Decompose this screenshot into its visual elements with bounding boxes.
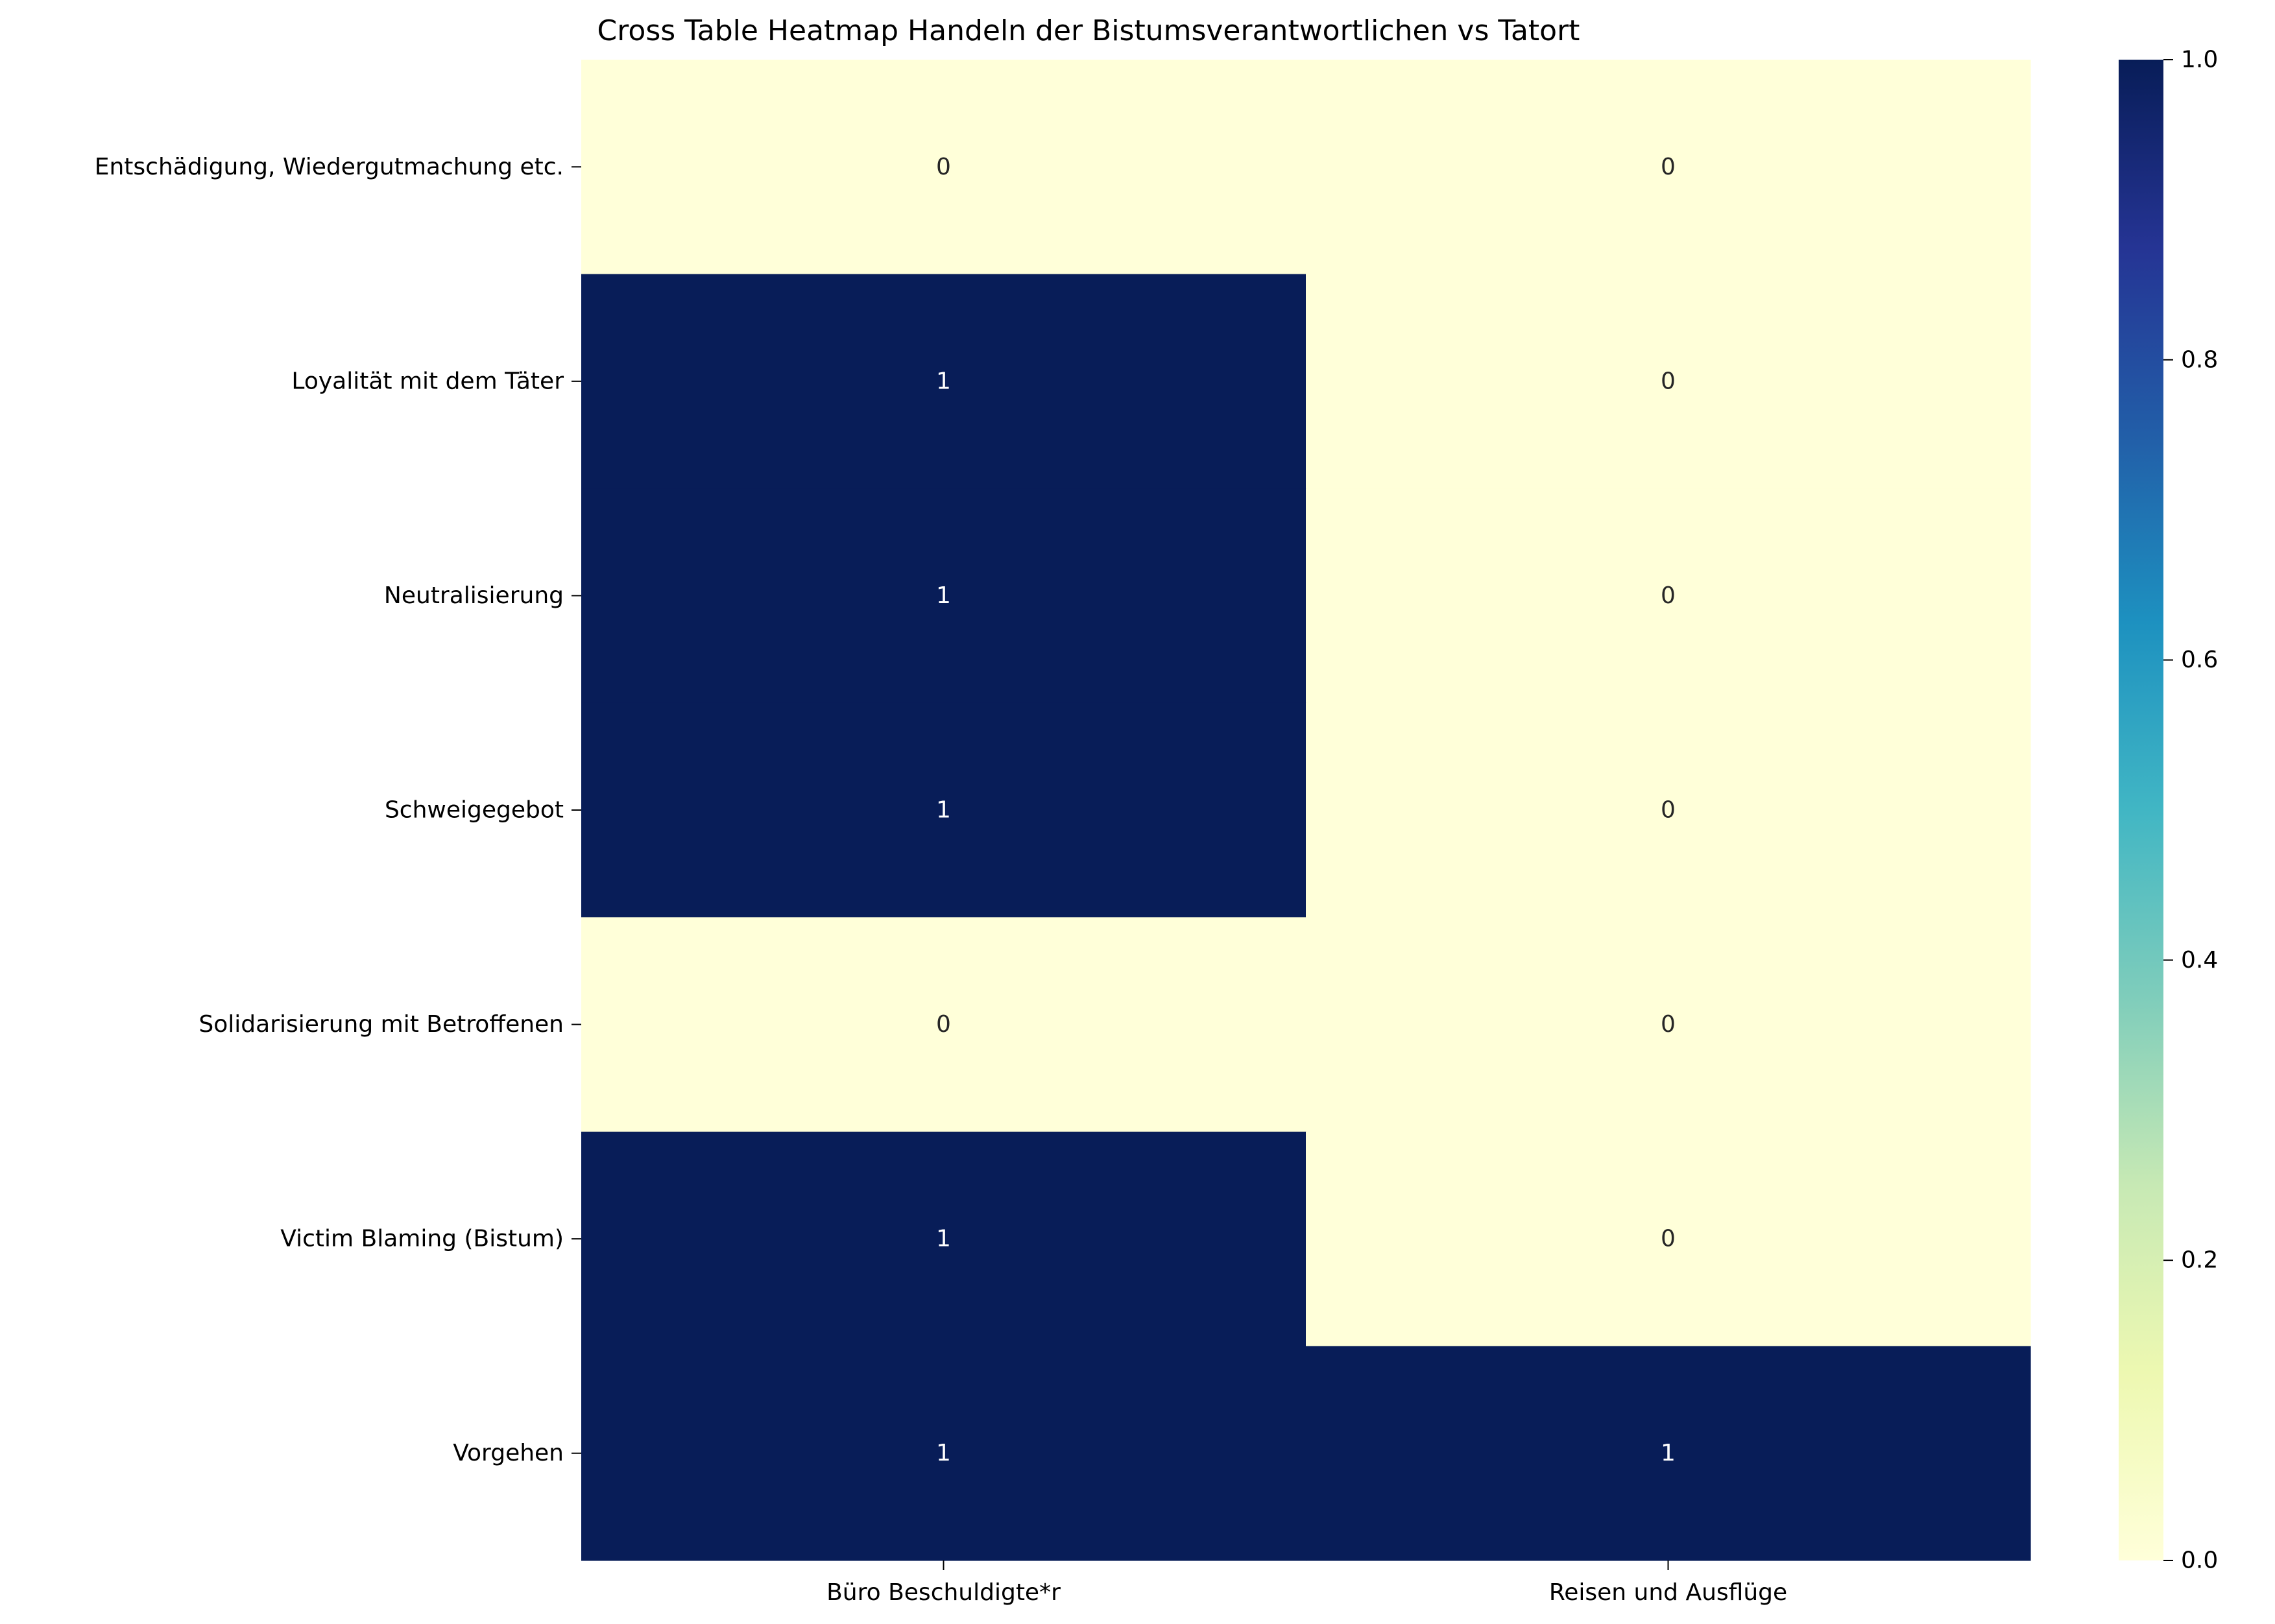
heatmap-cell bbox=[1306, 702, 2031, 918]
colorbar-tick-label: 1.0 bbox=[2181, 47, 2218, 73]
cell-value-label: 0 bbox=[1661, 582, 1676, 609]
heatmap-cell bbox=[1306, 1346, 2031, 1561]
heatmap-cell bbox=[1306, 488, 2031, 704]
y-tick-label: Vorgehen bbox=[453, 1440, 564, 1466]
cell-value-label: 0 bbox=[1661, 368, 1676, 394]
colorbar: 0.0 0.2 0.4 0.6 0.8 1.0 bbox=[2119, 47, 2218, 1574]
y-tick-label: Neutralisierung bbox=[384, 582, 564, 609]
cell-value-label: 1 bbox=[936, 582, 951, 609]
y-tick-label: Loyalität mit dem Täter bbox=[291, 368, 564, 394]
y-tick-label: Victim Blaming (Bistum) bbox=[280, 1226, 564, 1252]
x-axis: Büro Beschuldigte*r Reisen und Ausflüge bbox=[826, 1560, 1787, 1606]
cell-value-label: 0 bbox=[1661, 1011, 1676, 1038]
heatmap-cell bbox=[581, 1346, 1306, 1561]
y-tick-label: Schweigegebot bbox=[385, 797, 564, 824]
cell-value-label: 1 bbox=[1661, 1440, 1676, 1466]
cell-value-label: 0 bbox=[1661, 154, 1676, 180]
cell-value-label: 0 bbox=[1661, 797, 1676, 824]
heatmap-cell bbox=[581, 702, 1306, 918]
x-tick-label: Reisen und Ausflüge bbox=[1549, 1579, 1787, 1606]
heatmap-cell bbox=[1306, 274, 2031, 489]
colorbar-tick-label: 0.4 bbox=[2181, 947, 2218, 973]
cell-value-label: 0 bbox=[1661, 1226, 1676, 1252]
colorbar-tick-label: 0.8 bbox=[2181, 346, 2218, 373]
heatmap-cell bbox=[1306, 1131, 2031, 1347]
chart-title: Cross Table Heatmap Handeln der Bistumsv… bbox=[597, 14, 1580, 47]
y-axis: Entschädigung, Wiedergutmachung etc. Loya… bbox=[95, 154, 581, 1466]
colorbar-tick-label: 0.0 bbox=[2181, 1547, 2218, 1574]
cell-value-label: 1 bbox=[936, 1226, 951, 1252]
heatmap-cell bbox=[1306, 60, 2031, 275]
cell-value-label: 1 bbox=[936, 797, 951, 824]
cell-value-label: 0 bbox=[936, 1011, 951, 1038]
y-tick-label: Solidarisierung mit Betroffenen bbox=[199, 1011, 564, 1038]
cell-value-label: 1 bbox=[936, 1440, 951, 1466]
y-tick-label: Entschädigung, Wiedergutmachung etc. bbox=[95, 154, 564, 180]
heatmap-cell bbox=[581, 60, 1306, 275]
heatmap-cell bbox=[581, 917, 1306, 1132]
colorbar-tick-label: 0.6 bbox=[2181, 647, 2218, 673]
cell-value-label: 1 bbox=[936, 368, 951, 394]
colorbar-tick-label: 0.2 bbox=[2181, 1247, 2218, 1274]
cell-value-label: 0 bbox=[936, 154, 951, 180]
heatmap-cell bbox=[1306, 917, 2031, 1132]
heatmap-cell bbox=[581, 274, 1306, 489]
colorbar-ticks: 0.0 0.2 0.4 0.6 0.8 1.0 bbox=[2163, 47, 2218, 1574]
heatmap-cell bbox=[581, 1131, 1306, 1347]
colorbar-gradient bbox=[2119, 60, 2163, 1560]
x-tick-label: Büro Beschuldigte*r bbox=[826, 1579, 1061, 1606]
heatmap-cells: 0 0 1 0 1 0 1 0 0 0 1 0 1 1 bbox=[581, 60, 2031, 1561]
heatmap-cell bbox=[581, 488, 1306, 704]
